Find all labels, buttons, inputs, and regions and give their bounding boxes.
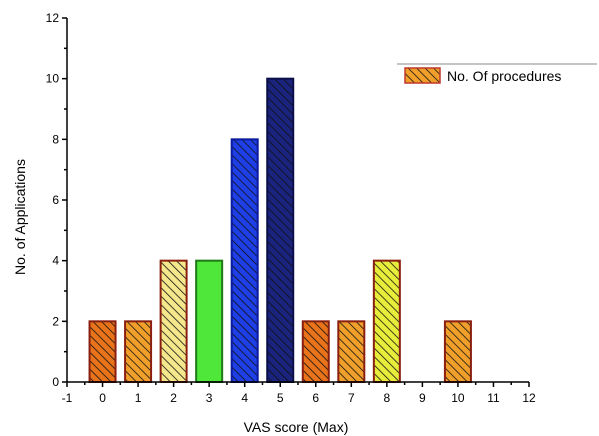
x-tick-label: 11 (487, 391, 500, 405)
y-tick-label: 6 (52, 193, 59, 207)
legend: No. Of procedures (397, 63, 597, 84)
x-tick-label: 2 (170, 391, 177, 405)
x-tick-label: -1 (62, 391, 73, 405)
x-tick-label: 12 (522, 391, 536, 405)
bar-x-10 (443, 320, 472, 384)
y-tick-label: 4 (52, 254, 59, 268)
bar-x-4 (230, 138, 259, 383)
bar-x-5 (266, 77, 295, 384)
x-tick-label: 6 (312, 391, 319, 405)
bar-x-7 (337, 320, 366, 384)
y-tick-label: 8 (52, 132, 59, 146)
y-tick-label: 2 (52, 314, 59, 328)
bar-x-0 (88, 320, 117, 384)
bar-x-2 (159, 259, 188, 383)
x-tick-label: 9 (419, 391, 426, 405)
x-tick-label: 3 (206, 391, 213, 405)
legend-swatch (404, 67, 441, 84)
y-tick-label: 0 (52, 375, 59, 389)
x-axis-title: VAS score (Max) (244, 419, 349, 435)
bar-x-1 (124, 320, 153, 384)
bars-layer (88, 77, 472, 384)
x-tick-label: 8 (384, 391, 391, 405)
x-tick-label: 7 (348, 391, 355, 405)
y-tick-label: 12 (46, 11, 60, 25)
x-tick-label: 1 (135, 391, 142, 405)
bar-x-8 (372, 259, 401, 383)
x-tick-label: 5 (277, 391, 284, 405)
bar-x-6 (301, 320, 330, 384)
x-tick-label: 0 (99, 391, 106, 405)
x-tick-label: 4 (241, 391, 248, 405)
legend-entry-label: No. Of procedures (447, 68, 561, 84)
y-axis-title: No. of Applications (12, 159, 28, 275)
y-tick-label: 10 (46, 72, 60, 86)
bar-x-3 (195, 259, 224, 383)
x-tick-label: 10 (451, 391, 465, 405)
